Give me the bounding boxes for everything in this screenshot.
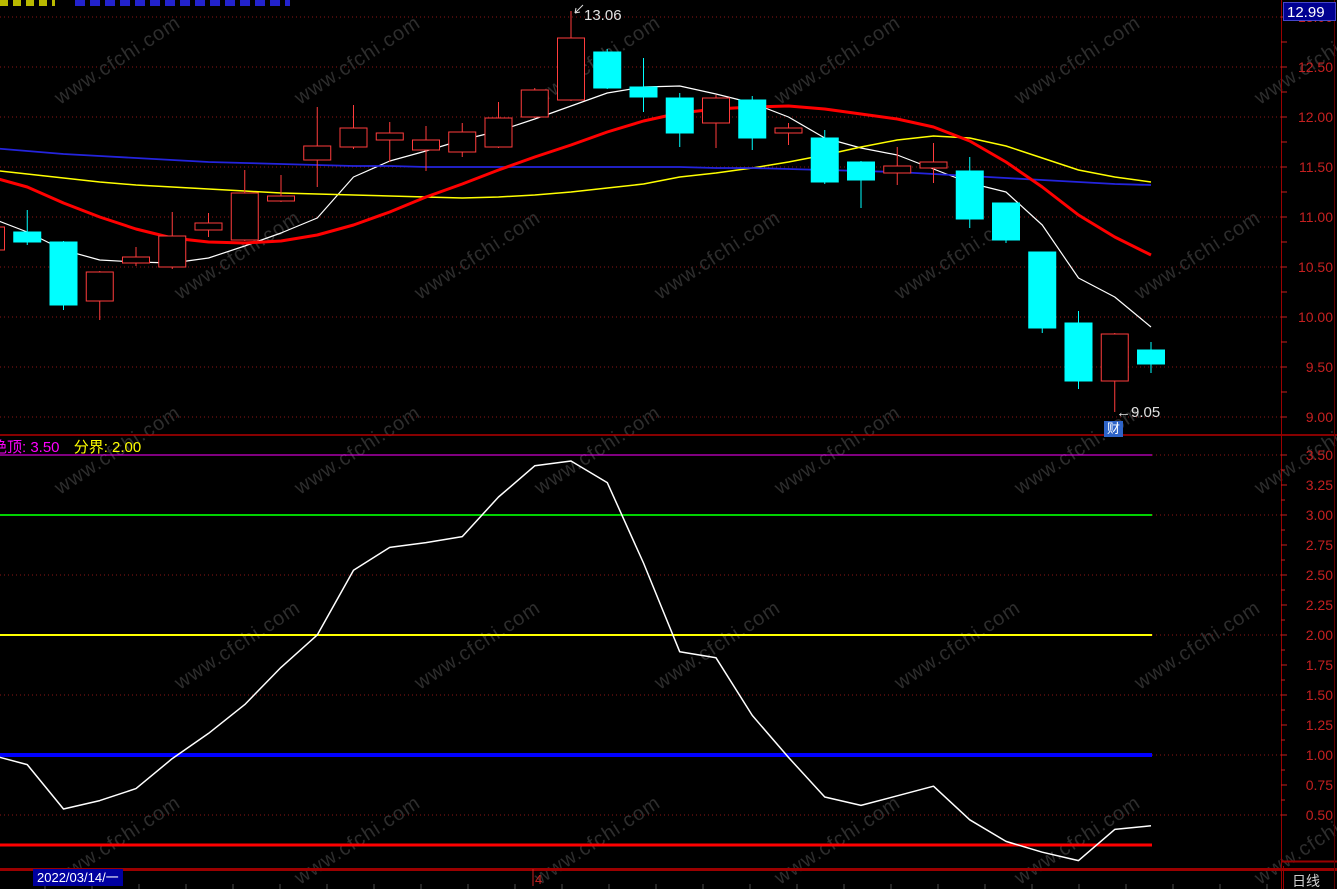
clipped-legend-fragment-blue (75, 0, 290, 6)
finance-event-badge[interactable]: 财 (1104, 421, 1124, 437)
candle-up (267, 195, 295, 202)
indicator-axis-label: 3.50 (1305, 447, 1333, 463)
price-axis-label: 9.50 (1305, 359, 1333, 375)
candle-up (520, 89, 549, 118)
candle-up (774, 127, 803, 134)
candle-up (85, 271, 114, 302)
indicator-axis-label: 1.75 (1305, 657, 1333, 673)
candle-up (230, 192, 259, 241)
month-axis-marker: 4 (535, 872, 543, 887)
candle-up (1100, 333, 1129, 382)
indicator-axis-label: 1.00 (1305, 747, 1333, 763)
candle-up (412, 139, 440, 151)
indicator-top-threshold-label: 绝顶: 3.50 (0, 439, 60, 456)
indicator-boundary-threshold-label: 分界: 2.00 (73, 439, 142, 456)
high-price-annotation: 13.06 (584, 7, 622, 24)
candle-down (1137, 349, 1165, 365)
price-axis-label: 10.00 (1297, 309, 1333, 325)
indicator-threshold-lines (0, 454, 1152, 847)
candle-up (303, 145, 332, 161)
candle-up (919, 161, 948, 169)
candle-up (158, 235, 187, 268)
candle-up (194, 222, 223, 231)
candle-up (557, 37, 585, 101)
candle-down (955, 170, 984, 220)
price-axis-label: 9.00 (1305, 409, 1333, 425)
candle-up (484, 117, 513, 148)
candle-down (13, 231, 42, 243)
candle-up (375, 132, 404, 141)
candle-down (629, 86, 658, 98)
indicator-axis-label: 2.50 (1305, 567, 1333, 583)
price-axis-label: 12.00 (1297, 109, 1333, 125)
candle-down (49, 241, 78, 306)
cursor-date-badge: 2022/03/14/一 (33, 869, 123, 886)
current-price-badge: 12.99 (1283, 2, 1336, 21)
candle-up (702, 97, 730, 124)
candle-up (448, 131, 477, 153)
candle-up (0, 226, 5, 251)
price-axis-label: 11.00 (1299, 209, 1333, 225)
indicator-axis-label: 0.50 (1305, 807, 1333, 823)
candle-up (122, 256, 150, 264)
candle-down (593, 51, 622, 89)
indicator-axis-label: 2.00 (1305, 627, 1333, 643)
high-annotation-arrow (574, 4, 584, 14)
period-selector-label[interactable]: 日线 (1292, 873, 1320, 889)
candle-up (883, 165, 912, 174)
candle-down (1064, 322, 1093, 382)
indicator-axis-label: 2.75 (1305, 537, 1333, 553)
candle-down (738, 99, 767, 139)
indicator-axis-label: 2.25 (1305, 597, 1333, 613)
price-axis-label: 12.50 (1297, 59, 1333, 75)
arrow-shaft (574, 4, 584, 14)
indicator-header: 绝顶: 3.50 分界: 2.00 (0, 436, 141, 457)
clipped-legend-fragment-yellow (0, 0, 55, 6)
candle-down (1028, 251, 1057, 329)
low-price-annotation: ←9.05 (1116, 404, 1161, 421)
price-axis-label: 10.50 (1297, 259, 1333, 275)
indicator-line (0, 460, 1152, 862)
candle-down (992, 202, 1020, 241)
indicator-axis-label: 3.25 (1305, 477, 1333, 493)
candle-down (810, 137, 839, 183)
candle-down (665, 97, 694, 134)
candlesticks (0, 11, 1165, 412)
indicator-axis-label: 0.75 (1305, 777, 1333, 793)
arrow-head (574, 11, 581, 14)
price-axis-label: 11.50 (1299, 159, 1333, 175)
indicator-axis-label: 1.25 (1305, 717, 1333, 733)
candle-down (847, 161, 875, 181)
candle-up (339, 127, 368, 148)
indicator-axis-label: 3.00 (1305, 507, 1333, 523)
arrow-head (574, 7, 577, 14)
indicator-axis-label: 1.50 (1305, 687, 1333, 703)
